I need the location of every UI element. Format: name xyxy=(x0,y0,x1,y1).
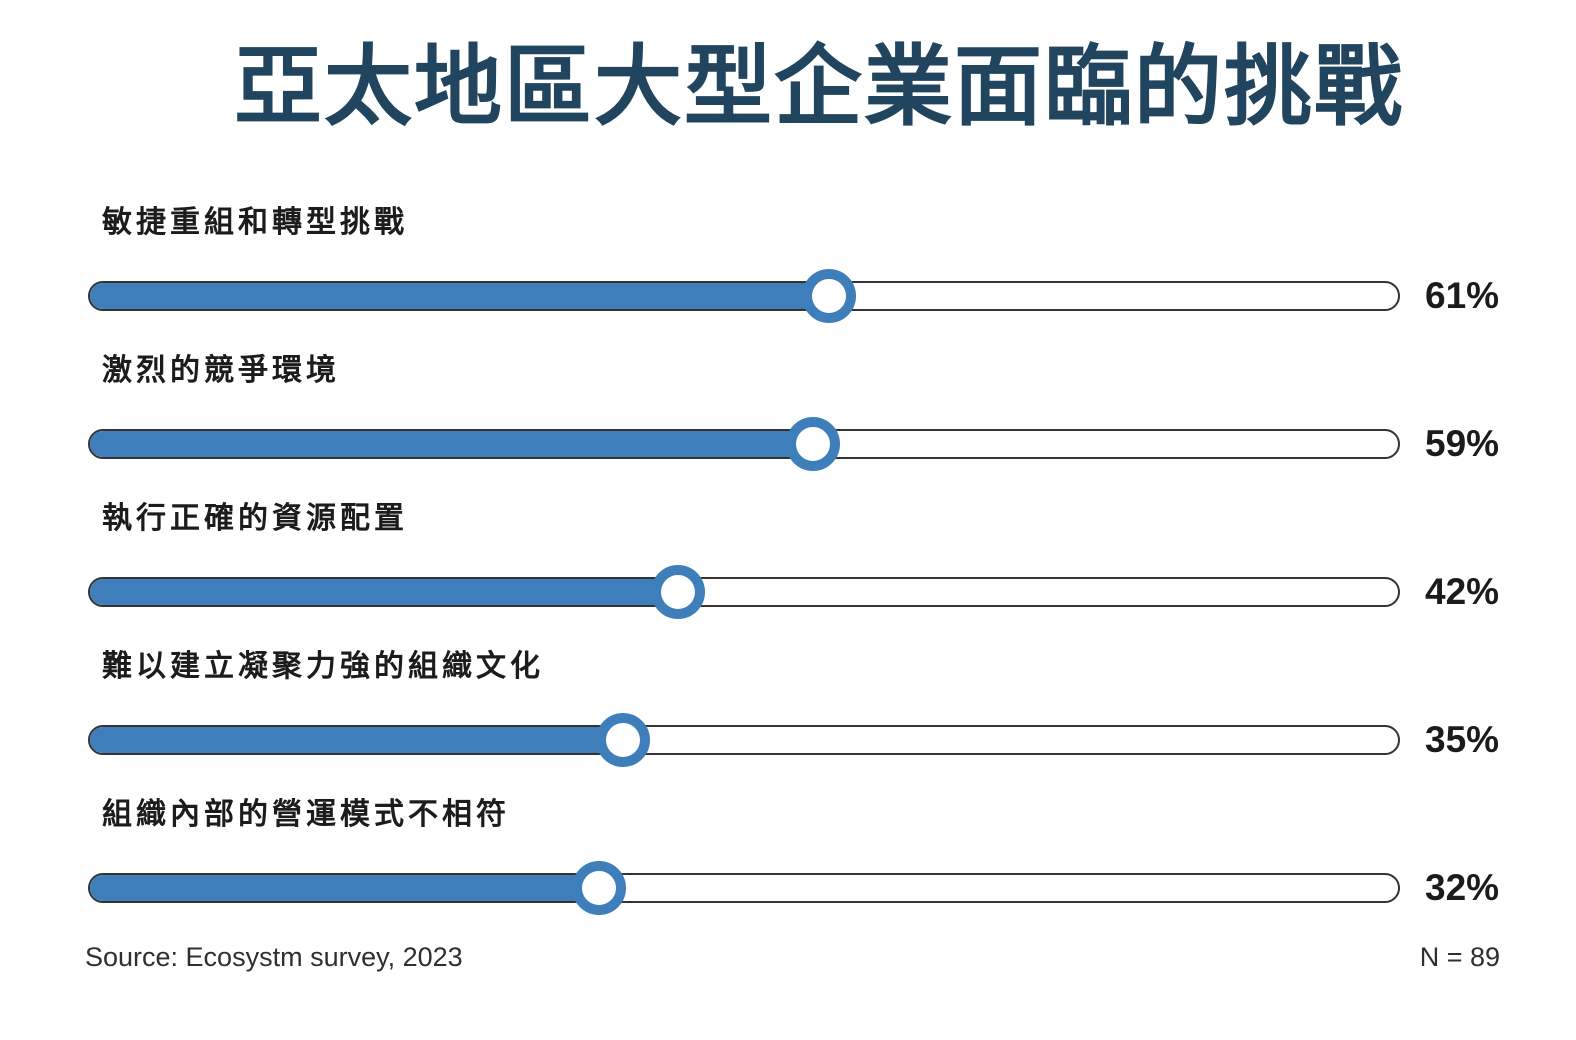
slider-track xyxy=(88,417,1400,472)
slider-track xyxy=(88,269,1400,324)
challenge-label: 執行正確的資源配置 xyxy=(102,502,408,536)
challenge-row: 難以建立凝聚力強的組織文化 35% xyxy=(0,646,1576,768)
slider-track xyxy=(88,861,1400,916)
challenge-label: 難以建立凝聚力強的組織文化 xyxy=(102,650,544,684)
page-title: 亞太地區大型企業面臨的挑戰 xyxy=(233,37,1404,136)
slider-fill xyxy=(90,727,623,754)
slider-fill xyxy=(90,579,679,606)
slider-knob-icon xyxy=(651,565,706,620)
slider-knob-icon xyxy=(572,861,627,916)
challenge-row: 敏捷重組和轉型挑戰 61% xyxy=(0,202,1576,324)
challenge-slider: 61% xyxy=(88,268,1576,324)
challenge-slider: 42% xyxy=(88,564,1576,620)
slider-track xyxy=(88,565,1400,620)
sample-size: N = 89 xyxy=(1419,942,1500,973)
challenge-row: 執行正確的資源配置 42% xyxy=(0,498,1576,620)
challenge-slider: 32% xyxy=(88,860,1576,916)
challenge-slider: 59% xyxy=(88,416,1576,472)
challenge-slider: 35% xyxy=(88,712,1576,768)
challenge-row: 組織內部的營運模式不相符 32% xyxy=(0,794,1576,916)
slider-fill xyxy=(90,875,600,902)
slider-knob-icon xyxy=(802,269,857,324)
slider-knob-icon xyxy=(596,713,650,768)
slider-fill xyxy=(90,283,830,310)
challenge-label: 組織內部的營運模式不相符 xyxy=(102,798,510,832)
chart-footer: Source: Ecosystm survey, 2023 N = 89 xyxy=(85,942,1500,973)
slider-knob-icon xyxy=(786,417,841,472)
value-label: 42% xyxy=(1425,571,1500,613)
challenge-label: 激烈的競爭環境 xyxy=(102,354,340,388)
source-note: Source: Ecosystm survey, 2023 xyxy=(85,942,463,973)
value-label: 32% xyxy=(1425,867,1500,909)
value-label: 61% xyxy=(1425,275,1500,317)
value-label: 35% xyxy=(1425,719,1500,761)
value-label: 59% xyxy=(1425,423,1500,465)
slider-track xyxy=(88,713,1400,768)
slider-fill xyxy=(90,431,814,458)
challenge-label: 敏捷重組和轉型挑戰 xyxy=(102,206,408,240)
challenge-row: 激烈的競爭環境 59% xyxy=(0,350,1576,472)
chart-rows: 敏捷重組和轉型挑戰 61% 激烈的競爭環境 59% 執行正確的資源配置 42% xyxy=(0,202,1576,916)
